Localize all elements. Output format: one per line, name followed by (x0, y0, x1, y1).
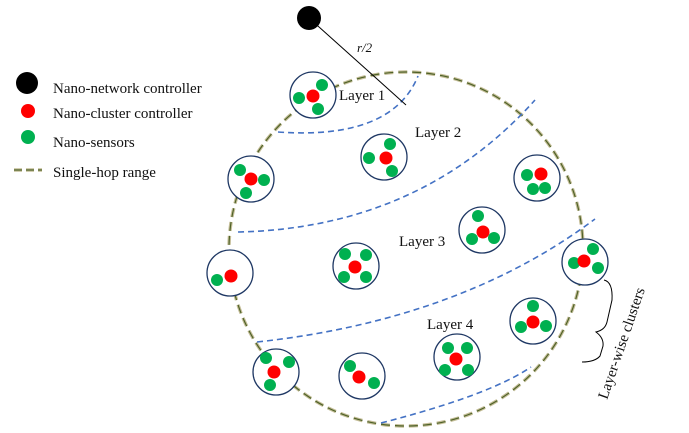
layer-boundary-3 (256, 218, 596, 343)
sensor-node (258, 174, 270, 186)
network-controller-node (297, 6, 321, 30)
sensor-node (568, 257, 580, 269)
sensor-node (386, 165, 398, 177)
sensor-node (234, 164, 246, 176)
cluster-controller-node (267, 365, 281, 379)
legend: Nano-network controller Nano-cluster con… (14, 72, 202, 181)
sensor-node (384, 138, 396, 150)
cluster-controller-node (224, 269, 238, 283)
cluster-controller-node (534, 167, 548, 181)
sensor-node (587, 243, 599, 255)
nano-sensors (211, 79, 604, 391)
sensor-node (293, 92, 305, 104)
sensor-node (539, 182, 551, 194)
cluster-controllers (224, 89, 591, 384)
sensor-node (442, 342, 454, 354)
sensor-node (515, 321, 527, 333)
layer-2-label: Layer 2 (415, 125, 461, 141)
cluster-controller-node (352, 370, 366, 384)
sensor-node (360, 271, 372, 283)
cluster-controller-node (476, 225, 490, 239)
cluster-controller-node (577, 254, 591, 268)
sensor-node (211, 274, 223, 286)
sensor-node (527, 300, 539, 312)
layer-wise-brace (581, 279, 613, 363)
layer-boundary-1 (277, 75, 419, 134)
sensor-node (472, 210, 484, 222)
sensor-node (264, 379, 276, 391)
legend-sensor-icon (21, 130, 35, 144)
cluster-controller-node (306, 89, 320, 103)
legend-sensor-label: Nano-sensors (53, 135, 135, 151)
sensor-node (488, 232, 500, 244)
sensor-node (540, 320, 552, 332)
layer-3-label: Layer 3 (399, 234, 445, 250)
layer-boundary-2 (237, 99, 536, 233)
legend-controller-label: Nano-network controller (53, 81, 202, 97)
radius-line (308, 17, 407, 106)
sensor-node (527, 183, 539, 195)
cluster-controller-node (449, 352, 463, 366)
sensor-node (462, 364, 474, 376)
sensor-node (316, 79, 328, 91)
sensor-node (466, 233, 478, 245)
cluster-controller-node (379, 151, 393, 165)
sensor-node (339, 248, 351, 260)
sensor-node (260, 352, 272, 364)
radius-label: r/2 (357, 40, 373, 55)
cluster-controller-node (244, 172, 258, 186)
sensor-node (592, 262, 604, 274)
layer-boundary-4 (380, 366, 532, 424)
sensor-node (283, 356, 295, 368)
sensor-node (363, 152, 375, 164)
legend-cluster-controller-label: Nano-cluster controller (53, 106, 193, 122)
sensor-node (240, 187, 252, 199)
legend-controller-icon (16, 72, 38, 94)
sensor-node (521, 169, 533, 181)
layer-4-label: Layer 4 (427, 317, 474, 333)
sensor-node (461, 342, 473, 354)
layer-boundaries (237, 75, 596, 424)
legend-cluster-controller-icon (21, 104, 35, 118)
sensor-node (312, 103, 324, 115)
sensor-node (360, 249, 372, 261)
legend-range-label: Single-hop range (53, 165, 156, 181)
sensor-node (439, 364, 451, 376)
sensor-node (344, 360, 356, 372)
cluster-controller-node (526, 315, 540, 329)
cluster-controller-node (348, 260, 362, 274)
layer-wise-clusters-label: Layer-wise clusters (596, 286, 649, 402)
layer-1-label: Layer 1 (339, 88, 385, 104)
sensor-node (368, 377, 380, 389)
sensor-node (338, 271, 350, 283)
